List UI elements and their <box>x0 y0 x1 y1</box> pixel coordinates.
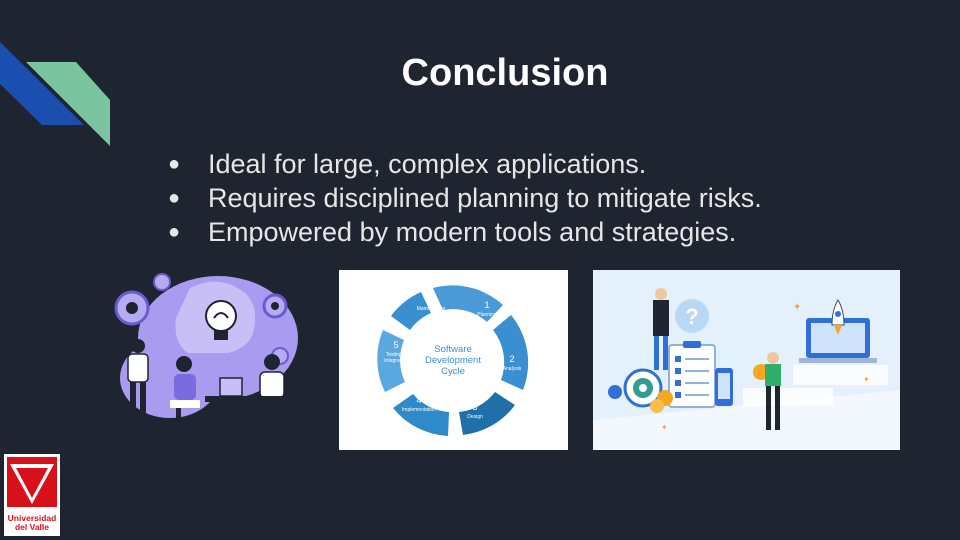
cycle-segment-4 <box>393 394 449 436</box>
rocket-laptop-illustration: ? <box>593 270 900 450</box>
teamwork-illustration <box>110 268 300 446</box>
bullet-dot: ● <box>168 153 181 175</box>
gear-icon <box>608 385 622 399</box>
bullet-text: Empowered by modern tools and strategies… <box>208 217 737 247</box>
person-sitting <box>170 356 200 408</box>
gear-icon <box>114 290 150 326</box>
cycle-segment-3 <box>459 392 515 435</box>
cycle-segment-5 <box>377 330 405 392</box>
step-number: 2 <box>509 354 514 364</box>
step-label: Design <box>467 414 483 420</box>
person-standing <box>127 339 149 438</box>
cycle-segment-6 <box>391 292 431 330</box>
bullet-item: ● Empowered by modern tools and strategie… <box>168 215 762 249</box>
bullet-dot: ● <box>168 221 181 243</box>
bullet-item: ● Ideal for large, complex applications. <box>168 147 762 181</box>
gear-icon <box>262 293 288 319</box>
person-standing <box>765 352 781 430</box>
logo-emblem <box>7 457 57 507</box>
person-standing <box>653 288 669 370</box>
university-logo: Universidad del Valle <box>4 454 60 536</box>
target-icon <box>623 368 663 408</box>
laptop-icon <box>799 318 877 363</box>
lightbulb-icon <box>205 300 237 340</box>
step-number: 1 <box>484 300 489 310</box>
question-icon: ? <box>675 299 709 333</box>
svg-text:✦: ✦ <box>863 375 870 384</box>
step-number: 6 <box>428 294 433 304</box>
step-label: Planning <box>477 312 497 318</box>
cycle-center-line: Software <box>434 344 472 355</box>
green-stripe <box>26 62 110 146</box>
cycle-segment-2 <box>493 315 529 390</box>
blue-stripe <box>0 42 84 125</box>
logo-line: del Valle <box>14 522 50 532</box>
logo-line: Universidad <box>7 513 57 523</box>
step-label: Testing & <box>386 352 407 358</box>
cycle-center-line: Development <box>425 355 481 366</box>
step-label: Implementation <box>402 407 436 413</box>
bullet-list: ● Ideal for large, complex applications. … <box>168 147 762 249</box>
laptop-icon <box>219 377 243 397</box>
corner-accent <box>0 42 110 146</box>
coin-icon <box>650 399 664 413</box>
step-label: Integration <box>384 358 408 364</box>
bullet-dot: ● <box>168 187 181 209</box>
cycle-center-line: Cycle <box>441 366 465 377</box>
svg-text:✦: ✦ <box>661 423 668 432</box>
step-number: 3 <box>472 402 477 412</box>
rocket-icon <box>831 299 845 335</box>
svg-text:✦: ✦ <box>793 302 801 313</box>
step-number: 5 <box>393 340 398 350</box>
bullet-text: Requires disciplined planning to mitigat… <box>208 183 762 213</box>
slide-title: Conclusion <box>401 52 609 94</box>
cycle-segment-1 <box>433 285 503 322</box>
step-label: Analysis <box>503 366 522 372</box>
desk <box>205 396 285 402</box>
sdlc-diagram: Software Development Cycle 1 Planning 2 … <box>339 270 568 450</box>
gear-icon <box>153 273 171 291</box>
step-label: Maintenance <box>417 306 446 312</box>
step-number: 4 <box>416 395 421 405</box>
bullet-item: ● Requires disciplined planning to mitiga… <box>168 181 762 215</box>
bullet-text: Ideal for large, complex applications. <box>208 149 647 179</box>
svg-text:?: ? <box>685 304 698 329</box>
person-sitting <box>259 354 285 399</box>
clipboard-icon <box>668 341 716 408</box>
